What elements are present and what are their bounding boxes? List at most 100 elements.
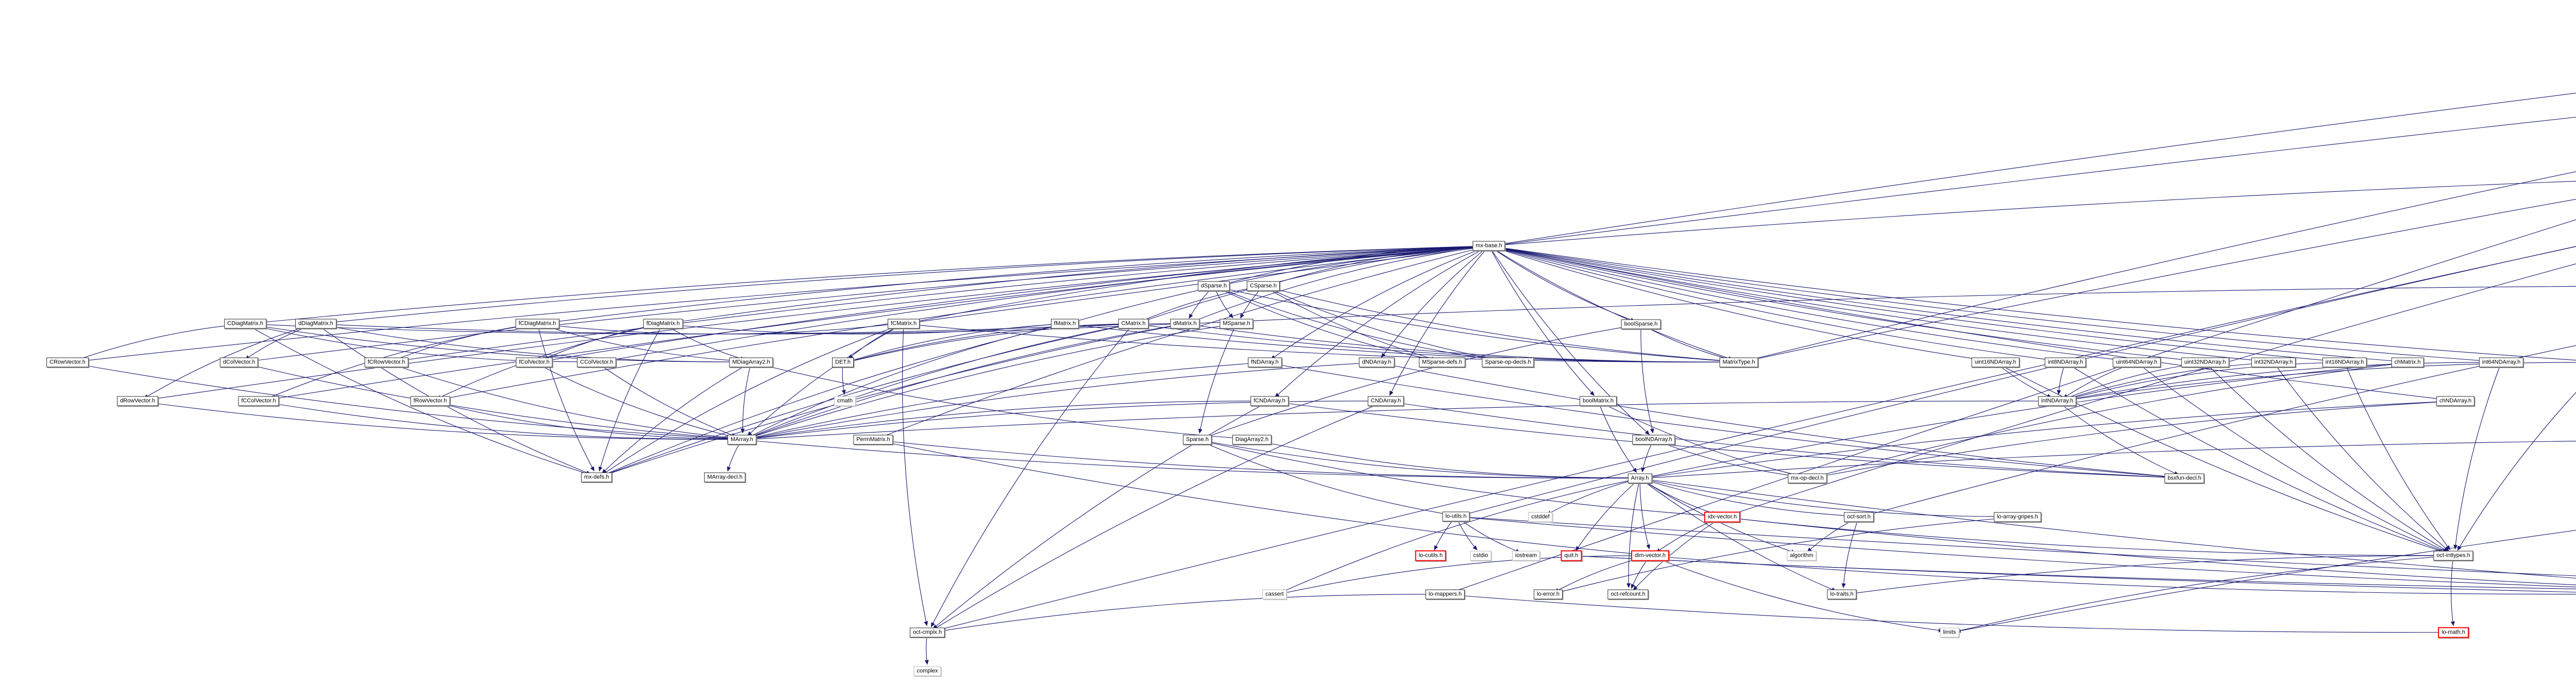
graph-node-lo-math.h[interactable]: lo-math.h bbox=[2438, 627, 2469, 638]
include-edge bbox=[1956, 555, 2454, 633]
include-edge bbox=[910, 117, 2576, 325]
include-edge bbox=[1639, 478, 1853, 518]
graph-node-Sparse.h[interactable]: Sparse.h bbox=[1182, 435, 1212, 445]
graph-node-fDiagMatrix.h[interactable]: fDiagMatrix.h bbox=[643, 319, 683, 329]
graph-node-PermMatrix.h[interactable]: PermMatrix.h bbox=[853, 435, 893, 445]
graph-node-Array.h[interactable]: Array.h bbox=[1628, 473, 1652, 484]
graph-node-intNDArray.h[interactable]: intNDArray.h bbox=[2038, 396, 2077, 406]
include-edge bbox=[1213, 286, 1733, 363]
graph-node-fCDiagMatrix.h[interactable]: fCDiagMatrix.h bbox=[515, 319, 560, 329]
include-edge bbox=[598, 323, 664, 472]
graph-node-algorithm[interactable]: algorithm bbox=[1787, 551, 1817, 561]
graph-node-boolNDArray.h[interactable]: boolNDArray.h bbox=[1632, 435, 1675, 445]
graph-node-dim-vector.h[interactable]: dim-vector.h bbox=[1631, 550, 1669, 561]
graph-node-int64NDArray.h[interactable]: int64NDArray.h bbox=[2479, 357, 2524, 368]
graph-node-cmath[interactable]: cmath bbox=[834, 396, 856, 406]
include-edge bbox=[1263, 286, 1436, 361]
graph-node-dMatrix.h[interactable]: dMatrix.h bbox=[1170, 319, 1200, 329]
include-edge bbox=[2205, 362, 2449, 552]
graph-node-MArray-decl.h[interactable]: MArray-decl.h bbox=[704, 472, 746, 483]
graph-node-MSparse-defs.h[interactable]: MSparse-defs.h bbox=[1419, 357, 1465, 368]
graph-node-CSparse.h[interactable]: CSparse.h bbox=[1247, 281, 1280, 291]
graph-node-oct-cmplx.h[interactable]: oct-cmplx.h bbox=[909, 627, 945, 638]
graph-node-chNDArray.h[interactable]: chNDArray.h bbox=[2436, 396, 2475, 406]
graph-node-oct-sort.h[interactable]: oct-sort.h bbox=[1844, 512, 1874, 522]
graph-node-fCNDArray.h[interactable]: fCNDArray.h bbox=[1250, 396, 1289, 406]
graph-node-idx-vector.h[interactable]: idx-vector.h bbox=[1704, 511, 1741, 523]
graph-node-oct-refcount.h[interactable]: oct-refcount.h bbox=[1607, 589, 1649, 600]
graph-node-MSparse.h[interactable]: MSparse.h bbox=[1219, 319, 1253, 329]
include-edge bbox=[1722, 517, 2576, 586]
graph-node-MDiagArray2.h[interactable]: MDiagArray2.h bbox=[729, 357, 773, 368]
graph-node-quit.h[interactable]: quit.h bbox=[1561, 550, 1582, 561]
graph-node-fCRowVector.h[interactable]: fCRowVector.h bbox=[364, 357, 409, 368]
graph-node-int8NDArray.h[interactable]: int8NDArray.h bbox=[2044, 357, 2087, 368]
graph-node-cassert[interactable]: cassert bbox=[1262, 589, 1287, 600]
graph-node-lo-cutils.h[interactable]: lo-cutils.h bbox=[1415, 550, 1447, 561]
graph-node-CNDArray.h[interactable]: CNDArray.h bbox=[1367, 396, 1404, 406]
include-edge bbox=[74, 323, 246, 362]
include-edge bbox=[436, 245, 1489, 402]
include-edge bbox=[1263, 286, 1733, 363]
include-edge bbox=[537, 323, 595, 472]
graph-node-dRowVector.h[interactable]: dRowVector.h bbox=[117, 396, 158, 406]
include-edge bbox=[603, 245, 1489, 363]
include-edge bbox=[1650, 555, 1943, 633]
graph-node-fColVector.h[interactable]: fColVector.h bbox=[516, 357, 553, 368]
graph-node-lo-error.h[interactable]: lo-error.h bbox=[1533, 589, 1563, 600]
graph-node-lo-mappers.h[interactable]: lo-mappers.h bbox=[1425, 589, 1465, 600]
graph-node-fMatrix.h[interactable]: fMatrix.h bbox=[1050, 319, 1079, 329]
graph-node-dSparse.h[interactable]: dSparse.h bbox=[1197, 281, 1230, 291]
graph-node-oct-inttypes.h[interactable]: oct-inttypes.h bbox=[2433, 551, 2473, 561]
graph-node-uint64NDArray.h[interactable]: uint64NDArray.h bbox=[2112, 357, 2161, 368]
graph-node-MArray.h[interactable]: MArray.h bbox=[727, 435, 756, 445]
graph-node-cstdio[interactable]: cstdio bbox=[1470, 551, 1492, 561]
graph-node-CColVector.h[interactable]: CColVector.h bbox=[577, 357, 617, 368]
include-edge bbox=[1745, 198, 2576, 362]
graph-node-boolSparse.h[interactable]: boolSparse.h bbox=[1621, 319, 1661, 329]
graph-node-dNDArray.h[interactable]: dNDArray.h bbox=[1359, 357, 1395, 368]
graph-node-fNDArray.h[interactable]: fNDArray.h bbox=[1248, 357, 1282, 368]
graph-node-fRowVector.h[interactable]: fRowVector.h bbox=[410, 396, 450, 406]
graph-node-iostream[interactable]: iostream bbox=[1512, 551, 1540, 561]
include-edge bbox=[602, 323, 904, 475]
graph-node-int16NDArray.h[interactable]: int16NDArray.h bbox=[2322, 357, 2367, 368]
graph-node-lo-array-gripes.h[interactable]: lo-array-gripes.h bbox=[1993, 512, 2042, 522]
include-edge bbox=[1639, 478, 2011, 519]
include-edge bbox=[1263, 286, 1502, 362]
graph-node-mx-op-decl.h[interactable]: mx-op-decl.h bbox=[1788, 473, 1827, 484]
graph-node-DiagArray2.h[interactable]: DiagArray2.h bbox=[1232, 435, 1272, 445]
graph-node-mx-defs.h[interactable]: mx-defs.h bbox=[581, 472, 613, 483]
graph-node-MatrixType.h[interactable]: MatrixType.h bbox=[1719, 357, 1758, 368]
include-edge bbox=[603, 323, 1134, 476]
graph-node-dColVector.h[interactable]: dColVector.h bbox=[219, 357, 259, 368]
graph-node-uint16NDArray.h[interactable]: uint16NDArray.h bbox=[1971, 357, 2020, 368]
graph-node-lo-utils.h[interactable]: lo-utils.h bbox=[1442, 511, 1470, 522]
include-edge bbox=[933, 401, 1386, 630]
graph-node-bsxfun-decl.h[interactable]: bsxfun-decl.h bbox=[2164, 473, 2205, 484]
graph-node-CDiagMatrix.h[interactable]: CDiagMatrix.h bbox=[224, 319, 266, 329]
graph-node-dDiagMatrix.h[interactable]: dDiagMatrix.h bbox=[295, 319, 336, 329]
graph-node-fCMatrix.h[interactable]: fCMatrix.h bbox=[887, 319, 920, 329]
include-edge bbox=[1281, 555, 1651, 595]
graph-node-lo-traits.h[interactable]: lo-traits.h bbox=[1827, 589, 1857, 600]
include-edge bbox=[1728, 263, 2576, 516]
graph-node-complex[interactable]: complex bbox=[913, 666, 941, 676]
include-edge bbox=[1451, 219, 2576, 593]
graph-node-fCColVector.h[interactable]: fCColVector.h bbox=[238, 396, 279, 406]
graph-node-uint32NDArray.h[interactable]: uint32NDArray.h bbox=[2181, 357, 2229, 368]
graph-node-Sparse-op-decls.h[interactable]: Sparse-op-decls.h bbox=[1482, 357, 1534, 368]
graph-node-CMatrix.h[interactable]: CMatrix.h bbox=[1118, 319, 1149, 329]
graph-node-DET.h[interactable]: DET.h bbox=[832, 357, 854, 368]
graph-node-mx-base.h[interactable]: mx-base.h bbox=[1472, 241, 1505, 251]
graph-node-CRowVector.h[interactable]: CRowVector.h bbox=[46, 357, 89, 368]
include-edge bbox=[2273, 362, 2449, 551]
graph-node-cstddef[interactable]: cstddef bbox=[1528, 512, 1553, 522]
include-edge bbox=[386, 362, 736, 440]
include-edge bbox=[934, 246, 2576, 632]
graph-node-limits[interactable]: limits bbox=[1940, 627, 1959, 638]
include-edge bbox=[1745, 171, 2576, 362]
graph-node-boolMatrix.h[interactable]: boolMatrix.h bbox=[1580, 396, 1617, 406]
graph-node-int32NDArray.h[interactable]: int32NDArray.h bbox=[2251, 357, 2296, 368]
graph-node-chMatrix.h[interactable]: chMatrix.h bbox=[2391, 357, 2424, 368]
